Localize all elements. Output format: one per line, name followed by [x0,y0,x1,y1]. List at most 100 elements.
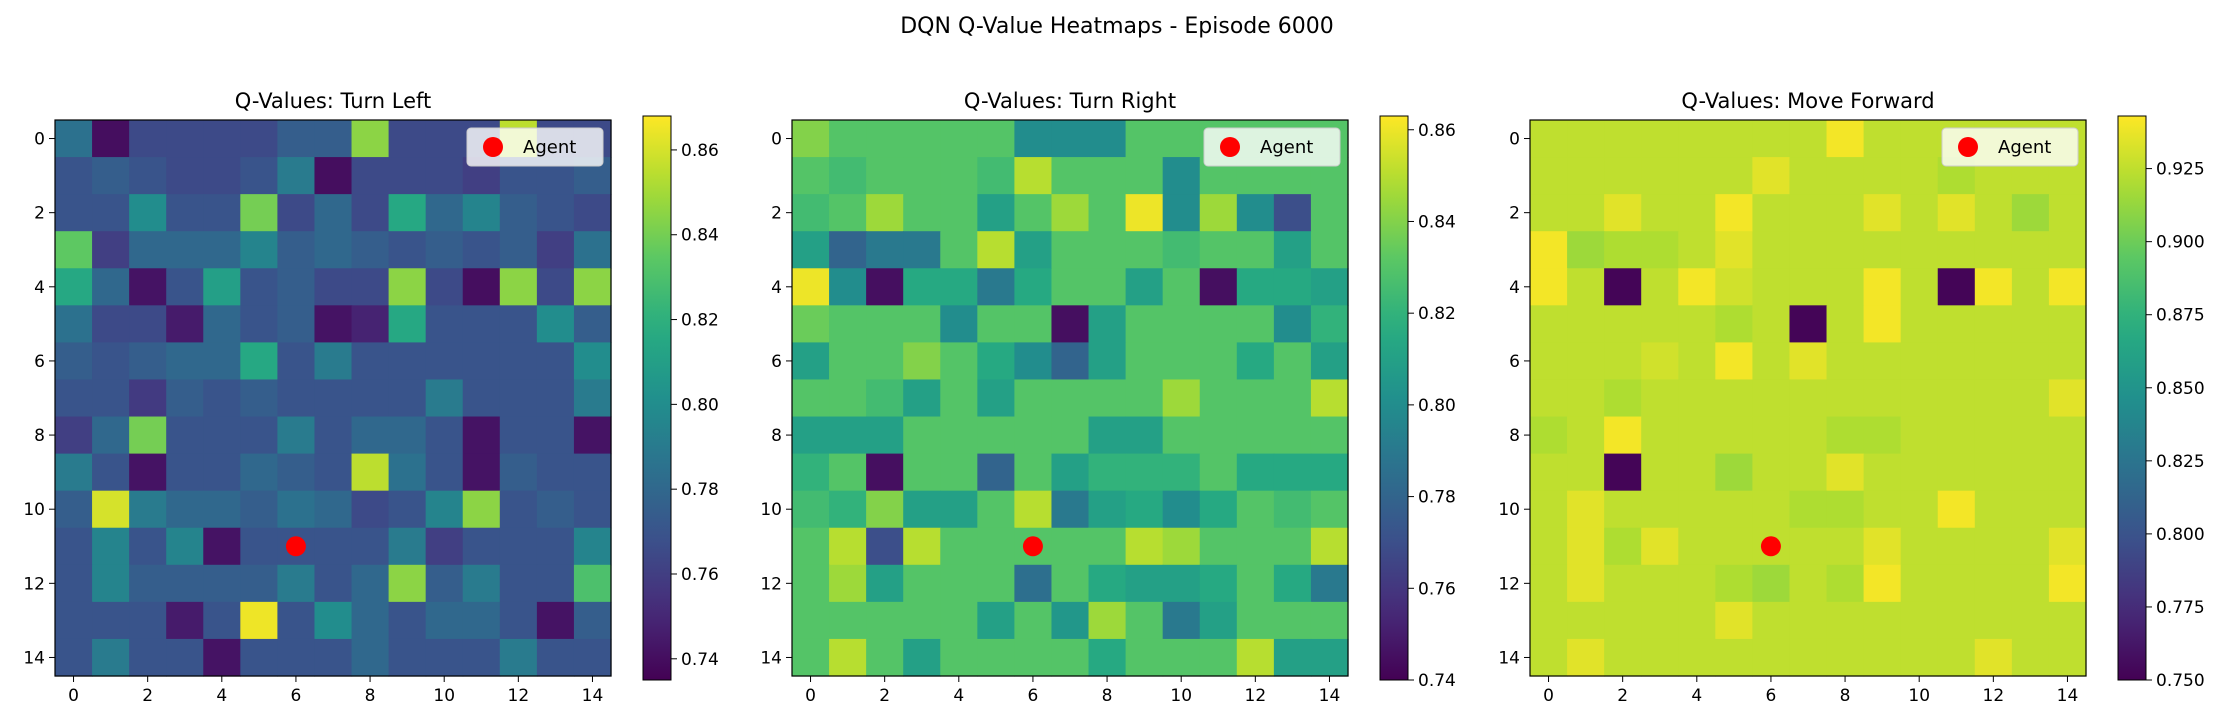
heatmap-cell [1974,416,2013,455]
heatmap-cell [1199,564,1238,603]
heatmap-cell [499,453,538,492]
colorbar-tick-label: 0.875 [2156,306,2205,326]
heatmap-cell [2011,231,2050,269]
heatmap-cell [1567,194,1605,232]
heatmap-cell [1051,268,1090,306]
heatmap-cell [92,490,130,529]
heatmap-cell [977,638,1015,677]
heatmap-cell [129,194,167,232]
heatmap-cell [1604,601,1642,640]
y-tick-label: 6 [1509,352,1520,372]
heatmap-cell [1162,194,1201,232]
heatmap-cell [1310,416,1349,455]
heatmap-cell [1752,638,1791,677]
heatmap-cell [1014,490,1053,529]
heatmap-cell [425,564,464,603]
heatmap-cell [1715,268,1753,306]
heatmap-cell [1937,268,1976,306]
x-tick-label: 12 [1983,686,2005,706]
heatmap-cell [866,194,904,232]
heatmap-cell [1752,268,1791,306]
heatmap-cell [977,416,1015,455]
heatmap-cell [425,453,464,492]
heatmap-cell [203,268,241,306]
heatmap-cell [1678,527,1716,566]
heatmap-cell [1567,268,1605,306]
heatmap-cell [92,638,130,677]
heatmap-panel-1: Q-Values: Turn Left 0 2 4 6 8 10 12 14 0 2 4 6 8 10 12 1… [23,89,719,706]
heatmap-cell [314,638,353,677]
heatmap-cell [1125,268,1164,306]
heatmap-cell [1310,268,1349,306]
heatmap-cell [2048,194,2087,232]
heatmap-cell [1273,379,1312,418]
heatmap-cell [1974,564,2013,603]
heatmap-cell [129,453,167,492]
heatmap-cell [1863,416,1902,455]
heatmap-cell [2048,416,2087,455]
heatmap-cell [388,268,427,306]
heatmap-cell [1752,342,1791,381]
heatmap-cell [240,564,278,603]
heatmap-cell [1162,157,1201,195]
legend-box [1941,127,2079,167]
heatmap-cell [1273,305,1312,343]
heatmap-cell [866,601,904,640]
heatmap-cell [1273,453,1312,492]
heatmap-cell [1199,601,1238,640]
heatmap-cell [2011,453,2050,492]
heatmap-cell [1088,194,1127,232]
heatmap-cell [1826,379,1865,418]
heatmap-cell [277,564,316,603]
heatmap-cell [536,453,575,492]
heatmap-cell [977,194,1015,232]
heatmap-cell [1567,379,1605,418]
heatmap-cell [573,416,612,455]
heatmap-cell [1826,231,1865,269]
heatmap-cell [240,379,278,418]
heatmap-cell [1641,342,1679,381]
heatmap-cell [829,527,867,566]
heatmap-cell [1900,490,1939,529]
heatmap-cell [1567,601,1605,640]
heatmap-cell [55,490,93,529]
colorbar-tick-label: 0.80 [1418,396,1456,416]
heatmap-cell [1900,194,1939,232]
heatmap-cell [573,490,612,529]
heatmap-cell [1088,638,1127,677]
heatmap-cell [314,416,353,455]
colorbar [642,115,672,681]
heatmap-cell [1273,564,1312,603]
heatmap-cell [1310,564,1349,603]
heatmap-cell [1310,231,1349,269]
legend-box [1203,127,1341,167]
heatmap-cell [1900,305,1939,343]
heatmap-cell [462,638,501,677]
heatmap-cell [129,231,167,269]
heatmap-cell [1088,342,1127,381]
plot-frame [791,119,1349,677]
heatmap-cell [573,453,612,492]
heatmap-cell [977,379,1015,418]
heatmap-cell [1863,490,1902,529]
heatmap-cell [1826,601,1865,640]
heatmap-cell [536,490,575,529]
heatmap-cell [314,157,353,195]
heatmap-cell [55,379,93,418]
heatmap-cell [1567,305,1605,343]
heatmap-cell [1088,305,1127,343]
heatmap-cell [573,231,612,269]
heatmap-cell [1900,601,1939,640]
heatmap-cell [388,490,427,529]
heatmap-cell [351,157,390,195]
heatmap-cell [499,379,538,418]
heatmap-cell [166,342,204,381]
y-tick-label: 0 [1509,130,1520,150]
heatmap-cell [1974,638,2013,677]
heatmap-cell [462,453,501,492]
heatmap-cell [1236,416,1275,455]
heatmap-cell [314,453,353,492]
y-tick-label: 8 [1509,426,1520,446]
heatmap-cell [1752,194,1791,232]
heatmap-cell [2011,268,2050,306]
